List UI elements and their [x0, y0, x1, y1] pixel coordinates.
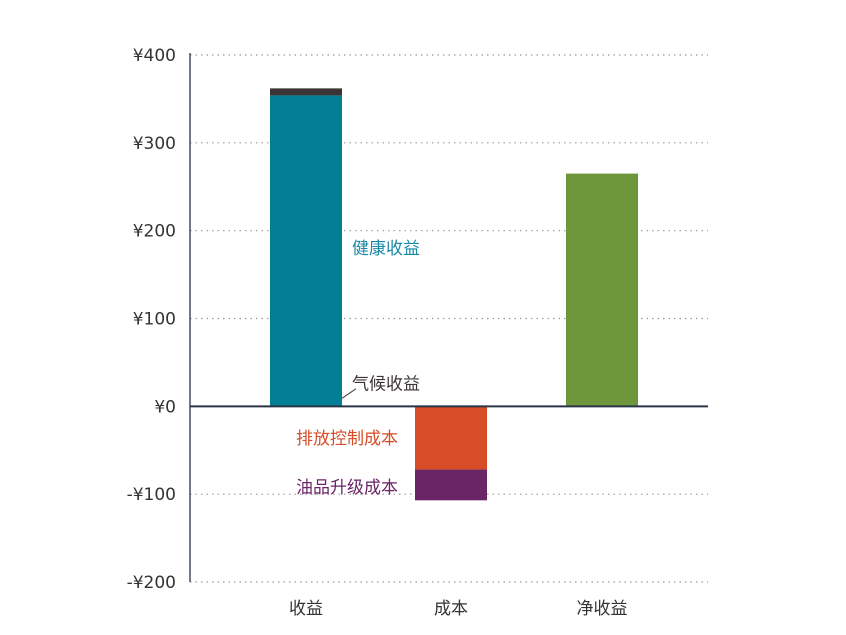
- climate-leader-line: [341, 388, 357, 399]
- bar-segment-1-3: [415, 469, 487, 501]
- bar-segment-0-0: [270, 95, 342, 407]
- y-tick-label: ¥100: [133, 310, 176, 330]
- label-health-benefit: 健康收益: [352, 239, 420, 259]
- bar-segment-1-2: [415, 406, 487, 470]
- label-climate-benefit: 气候收益: [352, 374, 420, 394]
- axes: [189, 53, 708, 582]
- bars: [270, 88, 638, 501]
- label-fuel-upgrade-cost: 油品升级成本: [296, 478, 398, 498]
- y-tick-label: ¥0: [154, 397, 176, 417]
- label-emission-control-cost: 排放控制成本: [296, 429, 398, 449]
- x-category-label: 收益: [289, 599, 323, 619]
- y-tick-label: ¥400: [133, 46, 176, 66]
- x-category-label: 成本: [434, 599, 468, 619]
- y-tick-label: -¥100: [127, 485, 176, 505]
- category-labels: 收益 成本 净收益: [289, 599, 628, 619]
- bar-segment-0-1: [270, 88, 342, 96]
- x-category-label: 净收益: [577, 599, 628, 619]
- y-tick-label: -¥200: [127, 573, 176, 593]
- y-tick-labels: ¥400 ¥300 ¥200 ¥100 ¥0 -¥100 -¥200: [127, 46, 176, 593]
- y-tick-label: ¥300: [133, 134, 176, 154]
- bar-segment-2-4: [566, 173, 638, 407]
- y-tick-label: ¥200: [133, 222, 176, 242]
